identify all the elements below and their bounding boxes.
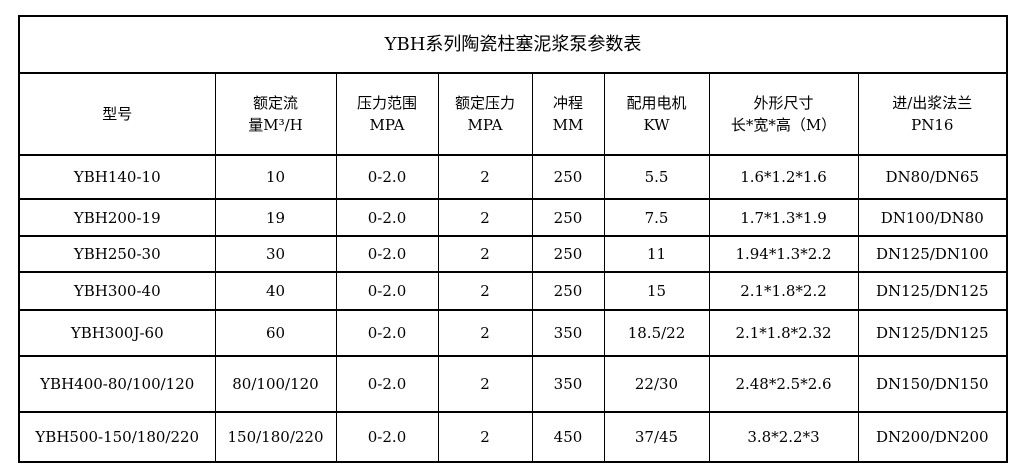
cell-motor-power: 11 [603,235,710,273]
cell-rated-pressure: 2 [437,235,533,273]
header-unit: MM [552,116,584,134]
cell-dimensions: 2.48*2.5*2.6 [708,355,859,413]
cell-motor-power: 15 [603,271,710,311]
header-unit: 长*宽*高（M） [730,116,837,134]
cell-flow-rate: 40 [214,271,337,311]
cell-flow-rate: 30 [214,235,337,273]
cell-pressure-range: 0-2.0 [335,154,439,200]
header-label: 进/出浆法兰 [892,94,973,112]
header-unit: KW [643,116,670,134]
header-unit: MPA [369,116,405,134]
cell-rated-pressure: 2 [437,271,533,311]
cell-model: YBH200-19 [18,198,216,237]
cell-rated-pressure: 2 [437,154,533,200]
pump-parameter-table: YBH系列陶瓷柱塞泥浆泵参数表 型号 额定流量M³/H 压力范围 MPA 额定压力 MPA… [17,15,1009,463]
header-motor-power: 配用电机 KW [603,72,710,156]
cell-dimensions: 2.1*1.8*2.2 [708,271,859,311]
cell-model: YBH300J-60 [18,309,216,357]
header-rated-pressure: 额定压力 MPA [437,72,533,156]
cell-model: YBH400-80/100/120 [18,355,216,413]
cell-rated-pressure: 2 [437,309,533,357]
cell-rated-pressure: 2 [437,411,533,463]
header-flange: 进/出浆法兰 PN16 [857,72,1009,156]
cell-flange: DN125/DN125 [857,271,1009,311]
cell-flange: DN125/DN125 [857,309,1009,357]
cell-pressure-range: 0-2.0 [335,411,439,463]
cell-flow-rate: 150/180/220 [214,411,337,463]
cell-flange: DN100/DN80 [857,198,1009,237]
cell-stroke: 450 [531,411,605,463]
table-title: YBH系列陶瓷柱塞泥浆泵参数表 [17,15,1009,74]
cell-model: YBH500-150/180/220 [18,411,216,463]
cell-flange: DN150/DN150 [857,355,1009,413]
header-dimensions: 外形尺寸长*宽*高（M） [708,72,859,156]
header-pressure-range: 压力范围 MPA [335,72,439,156]
cell-flange: DN125/DN100 [857,235,1009,273]
cell-stroke: 250 [531,154,605,200]
header-label: 额定流 [252,94,298,112]
cell-model: YBH300-40 [18,271,216,311]
cell-stroke: 250 [531,198,605,237]
cell-motor-power: 22/30 [603,355,710,413]
cell-flow-rate: 80/100/120 [214,355,337,413]
cell-pressure-range: 0-2.0 [335,309,439,357]
cell-flange: DN80/DN65 [857,154,1009,200]
cell-pressure-range: 0-2.0 [335,271,439,311]
table-row: YBH140-10 10 0-2.0 2 250 5.5 1.6*1.2*1.6 DN80/D… [18,154,1009,200]
cell-pressure-range: 0-2.0 [335,198,439,237]
cell-flow-rate: 60 [214,309,337,357]
cell-rated-pressure: 2 [437,355,533,413]
header-flow-rate: 额定流量M³/H [214,72,337,156]
cell-model: YBH140-10 [18,154,216,200]
header-unit: MPA [467,116,503,134]
header-label: 额定压力 [454,94,515,112]
cell-model: YBH250-30 [18,235,216,273]
cell-dimensions: 1.7*1.3*1.9 [708,198,859,237]
header-label: 冲程 [552,94,583,112]
cell-motor-power: 18.5/22 [603,309,710,357]
header-unit: 量M³/H [248,116,303,134]
cell-dimensions: 1.94*1.3*2.2 [708,235,859,273]
cell-pressure-range: 0-2.0 [335,235,439,273]
cell-motor-power: 5.5 [603,154,710,200]
header-model: 型号 [18,72,216,156]
cell-motor-power: 7.5 [603,198,710,237]
cell-pressure-range: 0-2.0 [335,355,439,413]
cell-dimensions: 1.6*1.2*1.6 [708,154,859,200]
cell-stroke: 350 [531,309,605,357]
cell-flange: DN200/DN200 [857,411,1009,463]
table-row: YBH500-150/180/220 150/180/220 0-2.0 2 450 37… [18,411,1009,463]
cell-stroke: 250 [531,271,605,311]
cell-rated-pressure: 2 [437,198,533,237]
cell-flow-rate: 19 [214,198,337,237]
cell-dimensions: 2.1*1.8*2.32 [708,309,859,357]
table-row: YBH300J-60 60 0-2.0 2 350 18.5/22 2.1*1.8*2.32… [18,309,1009,357]
table-row: YBH400-80/100/120 80/100/120 0-2.0 2 350 22/3… [18,355,1009,413]
table-row: YBH250-30 30 0-2.0 2 250 11 1.94*1.3*2.2 DN125/… [18,235,1009,273]
cell-dimensions: 3.8*2.2*3 [708,411,859,463]
cell-flow-rate: 10 [214,154,337,200]
cell-motor-power: 37/45 [603,411,710,463]
header-unit: PN16 [911,116,954,134]
header-stroke: 冲程 MM [531,72,605,156]
cell-stroke: 350 [531,355,605,413]
header-label: 配用电机 [626,94,687,112]
table-row: YBH200-19 19 0-2.0 2 250 7.5 1.7*1.3*1.9 DN100/… [18,198,1009,237]
header-label: 外形尺寸 [753,94,814,112]
table-row: YBH300-40 40 0-2.0 2 250 15 2.1*1.8*2.2 DN125/D… [18,271,1009,311]
header-label: 型号 [102,105,133,123]
header-label: 压力范围 [356,94,417,112]
header-row: 型号 额定流量M³/H 压力范围 MPA 额定压力 MPA 冲程 MM 配用电机 KW 外形尺寸长*… [18,72,1009,156]
cell-stroke: 250 [531,235,605,273]
